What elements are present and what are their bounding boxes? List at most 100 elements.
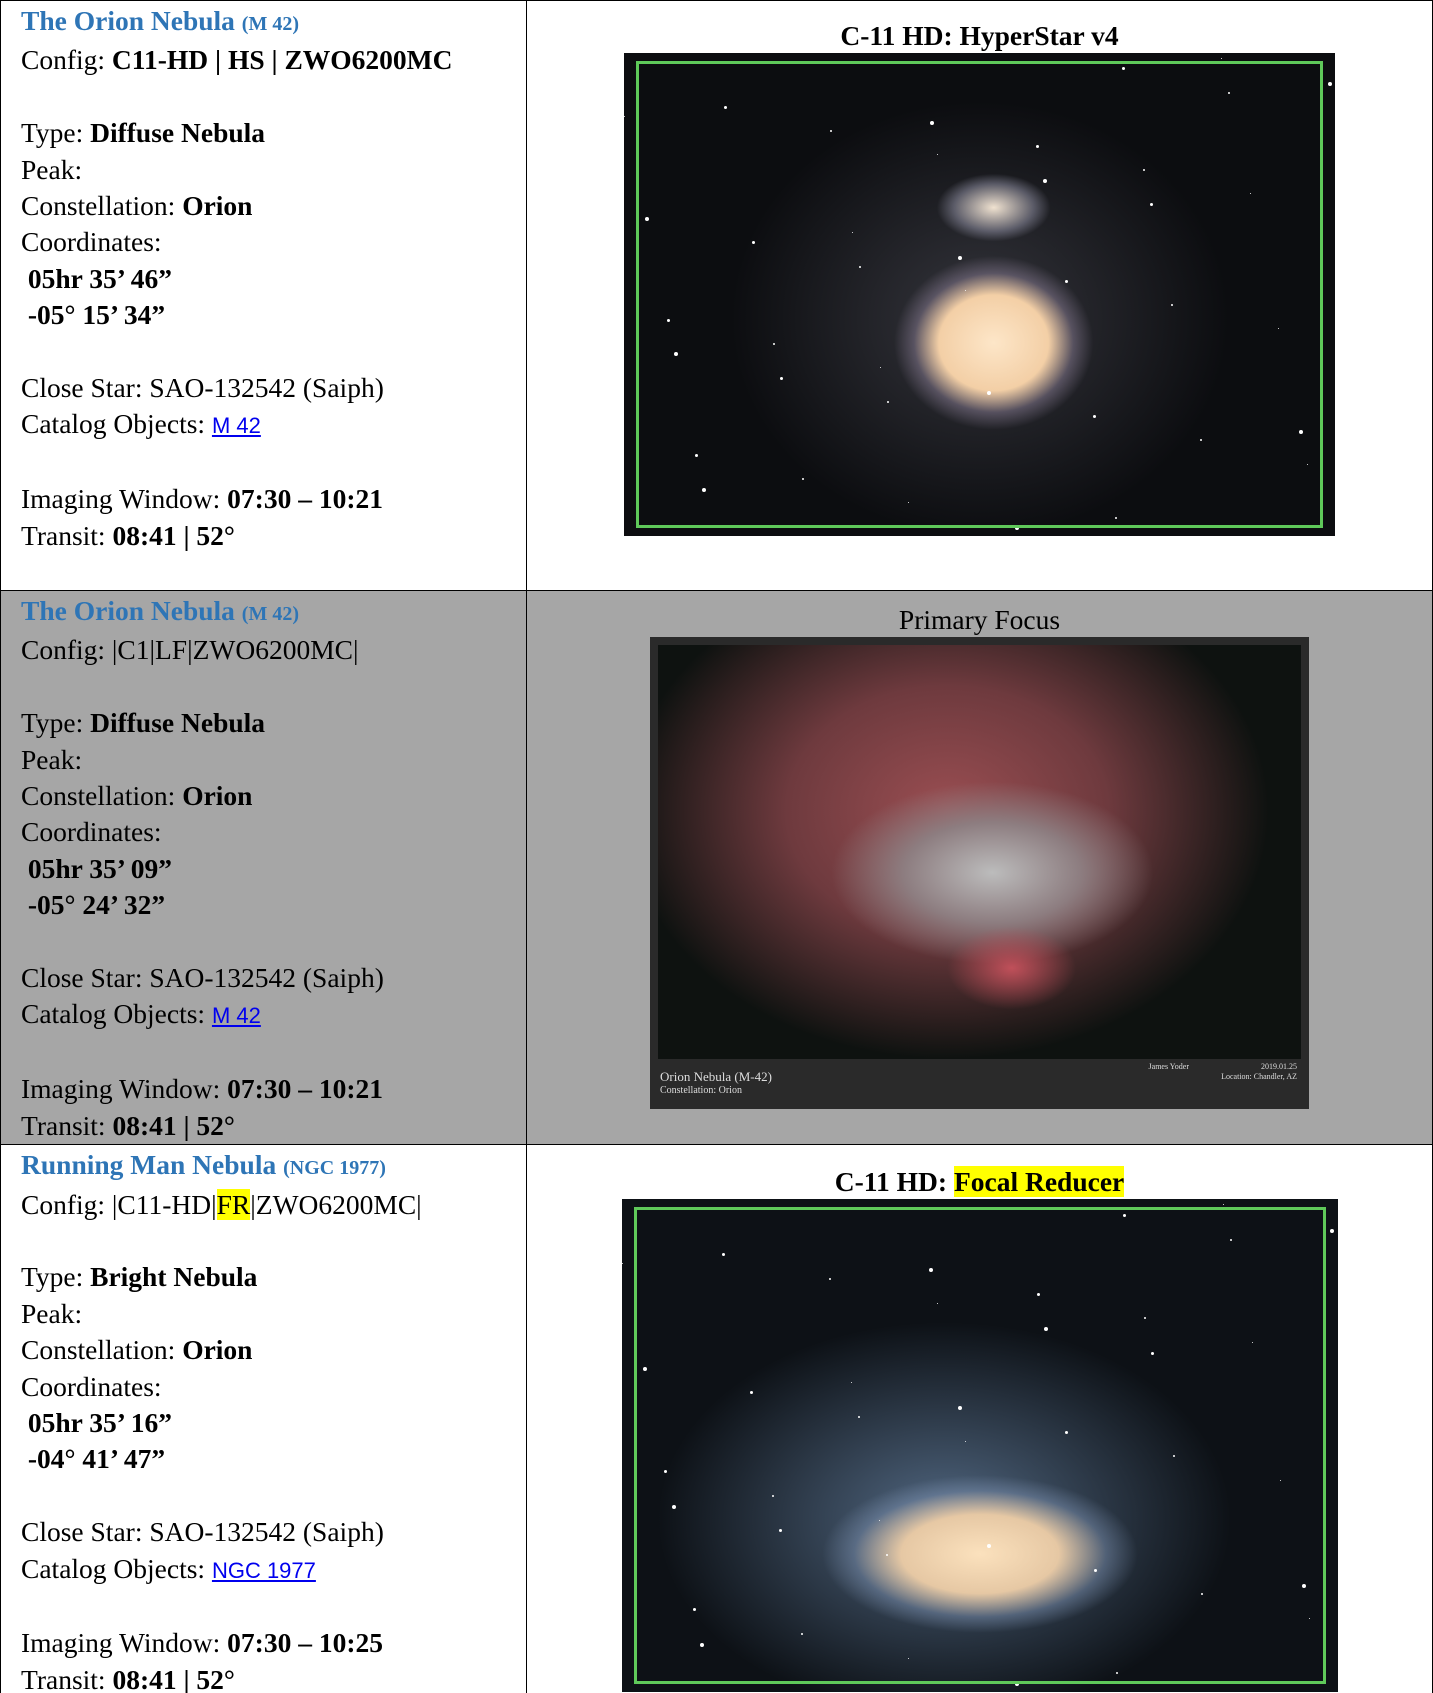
label: Config: bbox=[21, 634, 105, 665]
label: Constellation: bbox=[21, 780, 175, 811]
caption-line: Primary Focus bbox=[527, 603, 1432, 637]
config-line: Config: |C11-HD|FR|ZWO6200MC| bbox=[21, 1187, 526, 1223]
catalog-id: (M 42) bbox=[242, 603, 299, 625]
label: Coordinates: bbox=[21, 226, 162, 257]
caption: Focal Reducer bbox=[954, 1166, 1124, 1197]
dec-value: -04° 41’ 47” bbox=[28, 1443, 165, 1474]
config-value: FR bbox=[217, 1189, 251, 1220]
window-value: 07:30 – 10:25 bbox=[227, 1627, 383, 1658]
image-caption: James Yoder bbox=[1149, 1060, 1189, 1073]
target-table: The Orion Nebula (M 42) Config: C11-HD |… bbox=[0, 0, 1433, 1693]
close-star-value: SAO-132542 (Saiph) bbox=[149, 962, 384, 993]
image-caption: Constellation: Orion bbox=[660, 1084, 742, 1097]
catalog-id: (M 42) bbox=[242, 13, 299, 35]
type-value: Diffuse Nebula bbox=[90, 117, 265, 148]
object-title: The Orion Nebula bbox=[21, 5, 235, 36]
caption-line: C-11 HD: HyperStar v4 bbox=[527, 19, 1432, 53]
target-row: The Orion Nebula (M 42) Config: C11-HD |… bbox=[1, 1, 1433, 591]
transit-value: 08:41 | 52° bbox=[112, 1664, 234, 1693]
constellation-value: Orion bbox=[182, 190, 252, 221]
star bbox=[1330, 1229, 1334, 1233]
image-caption: Orion Nebula (M-42) bbox=[660, 1070, 772, 1083]
ra-value: 05hr 35’ 09” bbox=[28, 853, 172, 884]
label: Imaging Window: bbox=[21, 483, 220, 514]
config-line: Config: |C1|LF|ZWO6200MC| bbox=[21, 632, 526, 668]
image-cell: Primary Focus Orion Nebula (M-42) Conste… bbox=[527, 591, 1433, 1145]
type-value: Bright Nebula bbox=[90, 1261, 257, 1292]
label: Catalog Objects: bbox=[21, 1553, 205, 1584]
label: Imaging Window: bbox=[21, 1073, 220, 1104]
object-title: Running Man Nebula bbox=[21, 1149, 276, 1180]
astro-image bbox=[624, 53, 1335, 536]
close-star-value: SAO-132542 (Saiph) bbox=[149, 1516, 384, 1547]
frame bbox=[634, 1207, 1326, 1684]
info-cell: The Orion Nebula (M 42) Config: C11-HD |… bbox=[1, 1, 527, 591]
label: Transit: bbox=[21, 1110, 106, 1141]
info-cell: Running Man Nebula (NGC 1977) Config: |C… bbox=[1, 1145, 527, 1693]
dec-value: -05° 15’ 34” bbox=[28, 299, 165, 330]
dec-value: -05° 24’ 32” bbox=[28, 889, 165, 920]
caption: Primary Focus bbox=[899, 604, 1060, 635]
label: Type: bbox=[21, 117, 83, 148]
label: Type: bbox=[21, 1261, 83, 1292]
caption: C-11 HD: bbox=[835, 1166, 954, 1197]
constellation-value: Orion bbox=[182, 780, 252, 811]
label: Catalog Objects: bbox=[21, 408, 205, 439]
label: Close Star: bbox=[21, 372, 142, 403]
label: Coordinates: bbox=[21, 1371, 162, 1402]
type-value: Diffuse Nebula bbox=[90, 707, 265, 738]
label: Imaging Window: bbox=[21, 1627, 220, 1658]
window-value: 07:30 – 10:21 bbox=[227, 1073, 383, 1104]
label: Type: bbox=[21, 707, 83, 738]
label: Peak: bbox=[21, 744, 82, 775]
ra-value: 05hr 35’ 16” bbox=[28, 1407, 172, 1438]
title-line: The Orion Nebula (M 42) bbox=[21, 593, 526, 632]
star bbox=[622, 1263, 623, 1264]
star bbox=[1223, 1204, 1224, 1205]
label: Close Star: bbox=[21, 1516, 142, 1547]
label: Constellation: bbox=[21, 190, 175, 221]
page: {"rows":[ {"title":"The Orion Nebula","c… bbox=[0, 0, 1433, 1693]
config-value: C11-HD | HS | ZWO6200MC bbox=[112, 44, 453, 75]
label: Peak: bbox=[21, 1298, 82, 1329]
label: Transit: bbox=[21, 1664, 106, 1693]
image-caption: Location: Chandler, AZ bbox=[1221, 1070, 1297, 1083]
catalog-id: (NGC 1977) bbox=[283, 1157, 386, 1179]
config-value: |C1|LF|ZWO6200MC| bbox=[112, 634, 359, 665]
ra-value: 05hr 35’ 46” bbox=[28, 263, 172, 294]
label: Config: bbox=[21, 1189, 105, 1220]
star bbox=[1328, 82, 1332, 86]
title-line: The Orion Nebula (M 42) bbox=[21, 3, 526, 42]
catalog-link[interactable]: M 42 bbox=[212, 413, 261, 438]
astro-image bbox=[622, 1199, 1338, 1692]
caption: C-11 HD: HyperStar v4 bbox=[840, 20, 1118, 51]
catalog-link[interactable]: NGC 1977 bbox=[212, 1558, 316, 1583]
star bbox=[1221, 58, 1222, 59]
config-value: |C11-HD| bbox=[112, 1189, 217, 1220]
astro-image: Orion Nebula (M-42) Constellation: Orion… bbox=[650, 637, 1309, 1109]
constellation-value: Orion bbox=[182, 1334, 252, 1365]
target-row: Running Man Nebula (NGC 1977) Config: |C… bbox=[1, 1145, 1433, 1693]
label: Peak: bbox=[21, 154, 82, 185]
label: Coordinates: bbox=[21, 816, 162, 847]
close-star-value: SAO-132542 (Saiph) bbox=[149, 372, 384, 403]
label: Catalog Objects: bbox=[21, 998, 205, 1029]
transit-value: 08:41 | 52° bbox=[112, 1110, 234, 1141]
label: Config: bbox=[21, 44, 105, 75]
image-cell: C-11 HD: HyperStar v4 bbox=[527, 1, 1433, 591]
config-line: Config: C11-HD | HS | ZWO6200MC bbox=[21, 42, 526, 78]
star bbox=[624, 116, 625, 117]
frame bbox=[636, 61, 1323, 528]
caption-line: C-11 HD: Focal Reducer bbox=[527, 1165, 1432, 1199]
label: Transit: bbox=[21, 520, 106, 551]
config-value: |ZWO6200MC| bbox=[250, 1189, 421, 1220]
label: Constellation: bbox=[21, 1334, 175, 1365]
object-title: The Orion Nebula bbox=[21, 595, 235, 626]
window-value: 07:30 – 10:21 bbox=[227, 483, 383, 514]
target-row: The Orion Nebula (M 42) Config: |C1|LF|Z… bbox=[1, 591, 1433, 1145]
label: Close Star: bbox=[21, 962, 142, 993]
catalog-link[interactable]: M 42 bbox=[212, 1003, 261, 1028]
title-line: Running Man Nebula (NGC 1977) bbox=[21, 1147, 526, 1186]
transit-value: 08:41 | 52° bbox=[112, 520, 234, 551]
image-cell: C-11 HD: Focal Reducer bbox=[527, 1145, 1433, 1693]
